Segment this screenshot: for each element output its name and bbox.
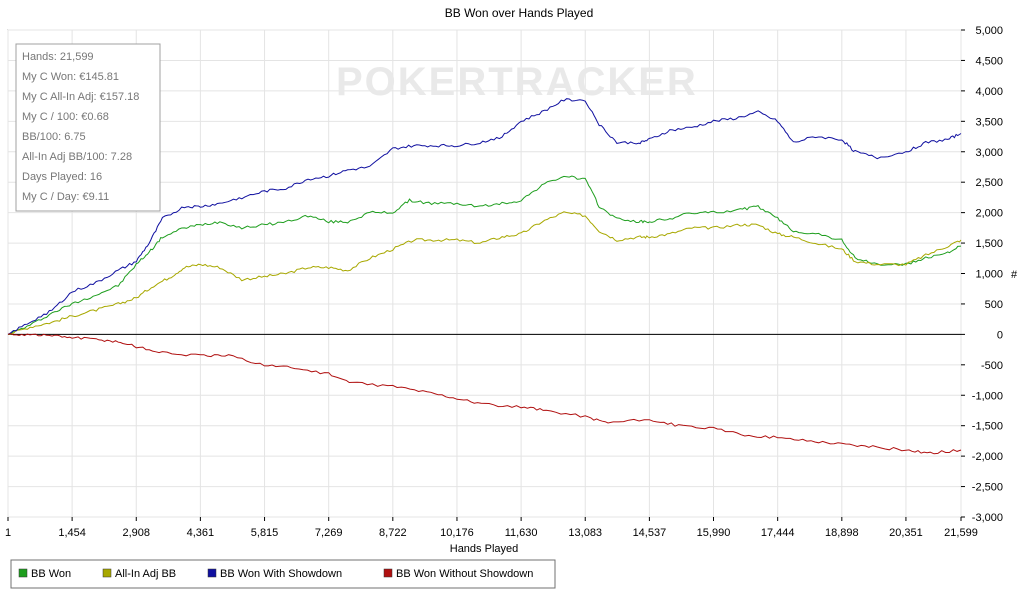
- stats-line: My C / Day: €9.11: [22, 191, 109, 203]
- x-axis-label: Hands Played: [450, 543, 519, 555]
- y-axis-label: #: [1011, 269, 1018, 281]
- stats-line: My C All-In Adj: €157.18: [22, 91, 139, 103]
- series-line-bb-won: [8, 175, 962, 335]
- series-lines: [7, 98, 962, 455]
- legend-label: BB Won With Showdown: [220, 568, 342, 580]
- y-tick-label: -3,000: [972, 512, 1003, 524]
- y-tick-label: 4,500: [975, 55, 1003, 67]
- series-line-bb-won-without-showdown: [7, 333, 962, 455]
- x-tick-label: 13,083: [568, 527, 602, 539]
- legend-swatch: [383, 568, 393, 578]
- y-tick-label: 3,000: [975, 147, 1003, 159]
- legend-label: All-In Adj BB: [115, 568, 176, 580]
- stats-box: Hands: 21,599 My C Won: €145.81 My C All-I…: [15, 43, 161, 212]
- x-tick-label: 15,990: [697, 527, 731, 539]
- stats-line: BB/100: 6.75: [22, 131, 86, 143]
- legend-swatch: [207, 568, 217, 578]
- legend: BB Won All-In Adj BB BB Won With Showdown B…: [10, 559, 556, 589]
- y-tick-label: 1,500: [975, 238, 1003, 250]
- x-tick-label: 7,269: [315, 527, 343, 539]
- stats-line: Hands: 21,599: [22, 51, 94, 63]
- x-tick-label: 21,599: [944, 527, 978, 539]
- y-axis-ticks: 5,000 4,500 4,000 3,500 3,000 2,500 2,000 1,500…: [961, 25, 1003, 524]
- x-tick-label: 1: [5, 527, 11, 539]
- x-tick-label: 18,898: [825, 527, 859, 539]
- y-tick-label: -1,000: [972, 390, 1003, 402]
- x-tick-label: 10,176: [440, 527, 474, 539]
- y-tick-label: 5,000: [975, 25, 1003, 37]
- x-tick-label: 2,908: [123, 527, 151, 539]
- series-line-all-in-adj-bb: [7, 211, 962, 335]
- y-tick-label: 2,500: [975, 177, 1003, 189]
- x-tick-label: 14,537: [633, 527, 667, 539]
- y-tick-label: 2,000: [975, 208, 1003, 220]
- x-tick-label: 17,444: [761, 527, 795, 539]
- stats-line: My C Won: €145.81: [22, 71, 119, 83]
- stats-line: My C / 100: €0.68: [22, 111, 109, 123]
- y-tick-label: 4,000: [975, 86, 1003, 98]
- x-tick-label: 5,815: [251, 527, 279, 539]
- x-tick-label: 8,722: [379, 527, 407, 539]
- x-tick-label: 20,351: [889, 527, 923, 539]
- stats-line: All-In Adj BB/100: 7.28: [22, 151, 132, 163]
- legend-label: BB Won: [31, 568, 71, 580]
- x-tick-label: 1,454: [58, 527, 86, 539]
- x-tick-label: 11,630: [505, 527, 538, 539]
- x-tick-label: 4,361: [187, 527, 215, 539]
- grid-lines: [7, 29, 962, 518]
- y-tick-label: -2,500: [972, 482, 1003, 494]
- legend-frame: [10, 559, 556, 589]
- x-axis-ticks: 1 1,454 2,908 4,361 5,815 7,269 8,722 10,176 11,…: [5, 517, 978, 539]
- legend-swatch: [18, 568, 28, 578]
- watermark-logo: POKERTRACKER: [336, 60, 698, 104]
- stats-line: Days Played: 16: [22, 171, 102, 183]
- chart-title: BB Won over Hands Played: [445, 6, 594, 20]
- y-tick-label: 0: [997, 329, 1003, 341]
- y-tick-label: 3,500: [975, 116, 1003, 128]
- y-tick-label: 500: [985, 299, 1003, 311]
- y-tick-label: -500: [981, 360, 1003, 372]
- legend-swatch: [102, 568, 112, 578]
- legend-label: BB Won Without Showdown: [396, 568, 533, 580]
- stats-box-frame: [15, 43, 161, 212]
- y-tick-label: 1,000: [975, 269, 1003, 281]
- plot-area: POKERTRACKER: [7, 29, 962, 518]
- series-line-bb-won-with-showdown: [7, 98, 962, 335]
- y-tick-label: -2,000: [972, 451, 1003, 463]
- y-tick-label: -1,500: [972, 421, 1003, 433]
